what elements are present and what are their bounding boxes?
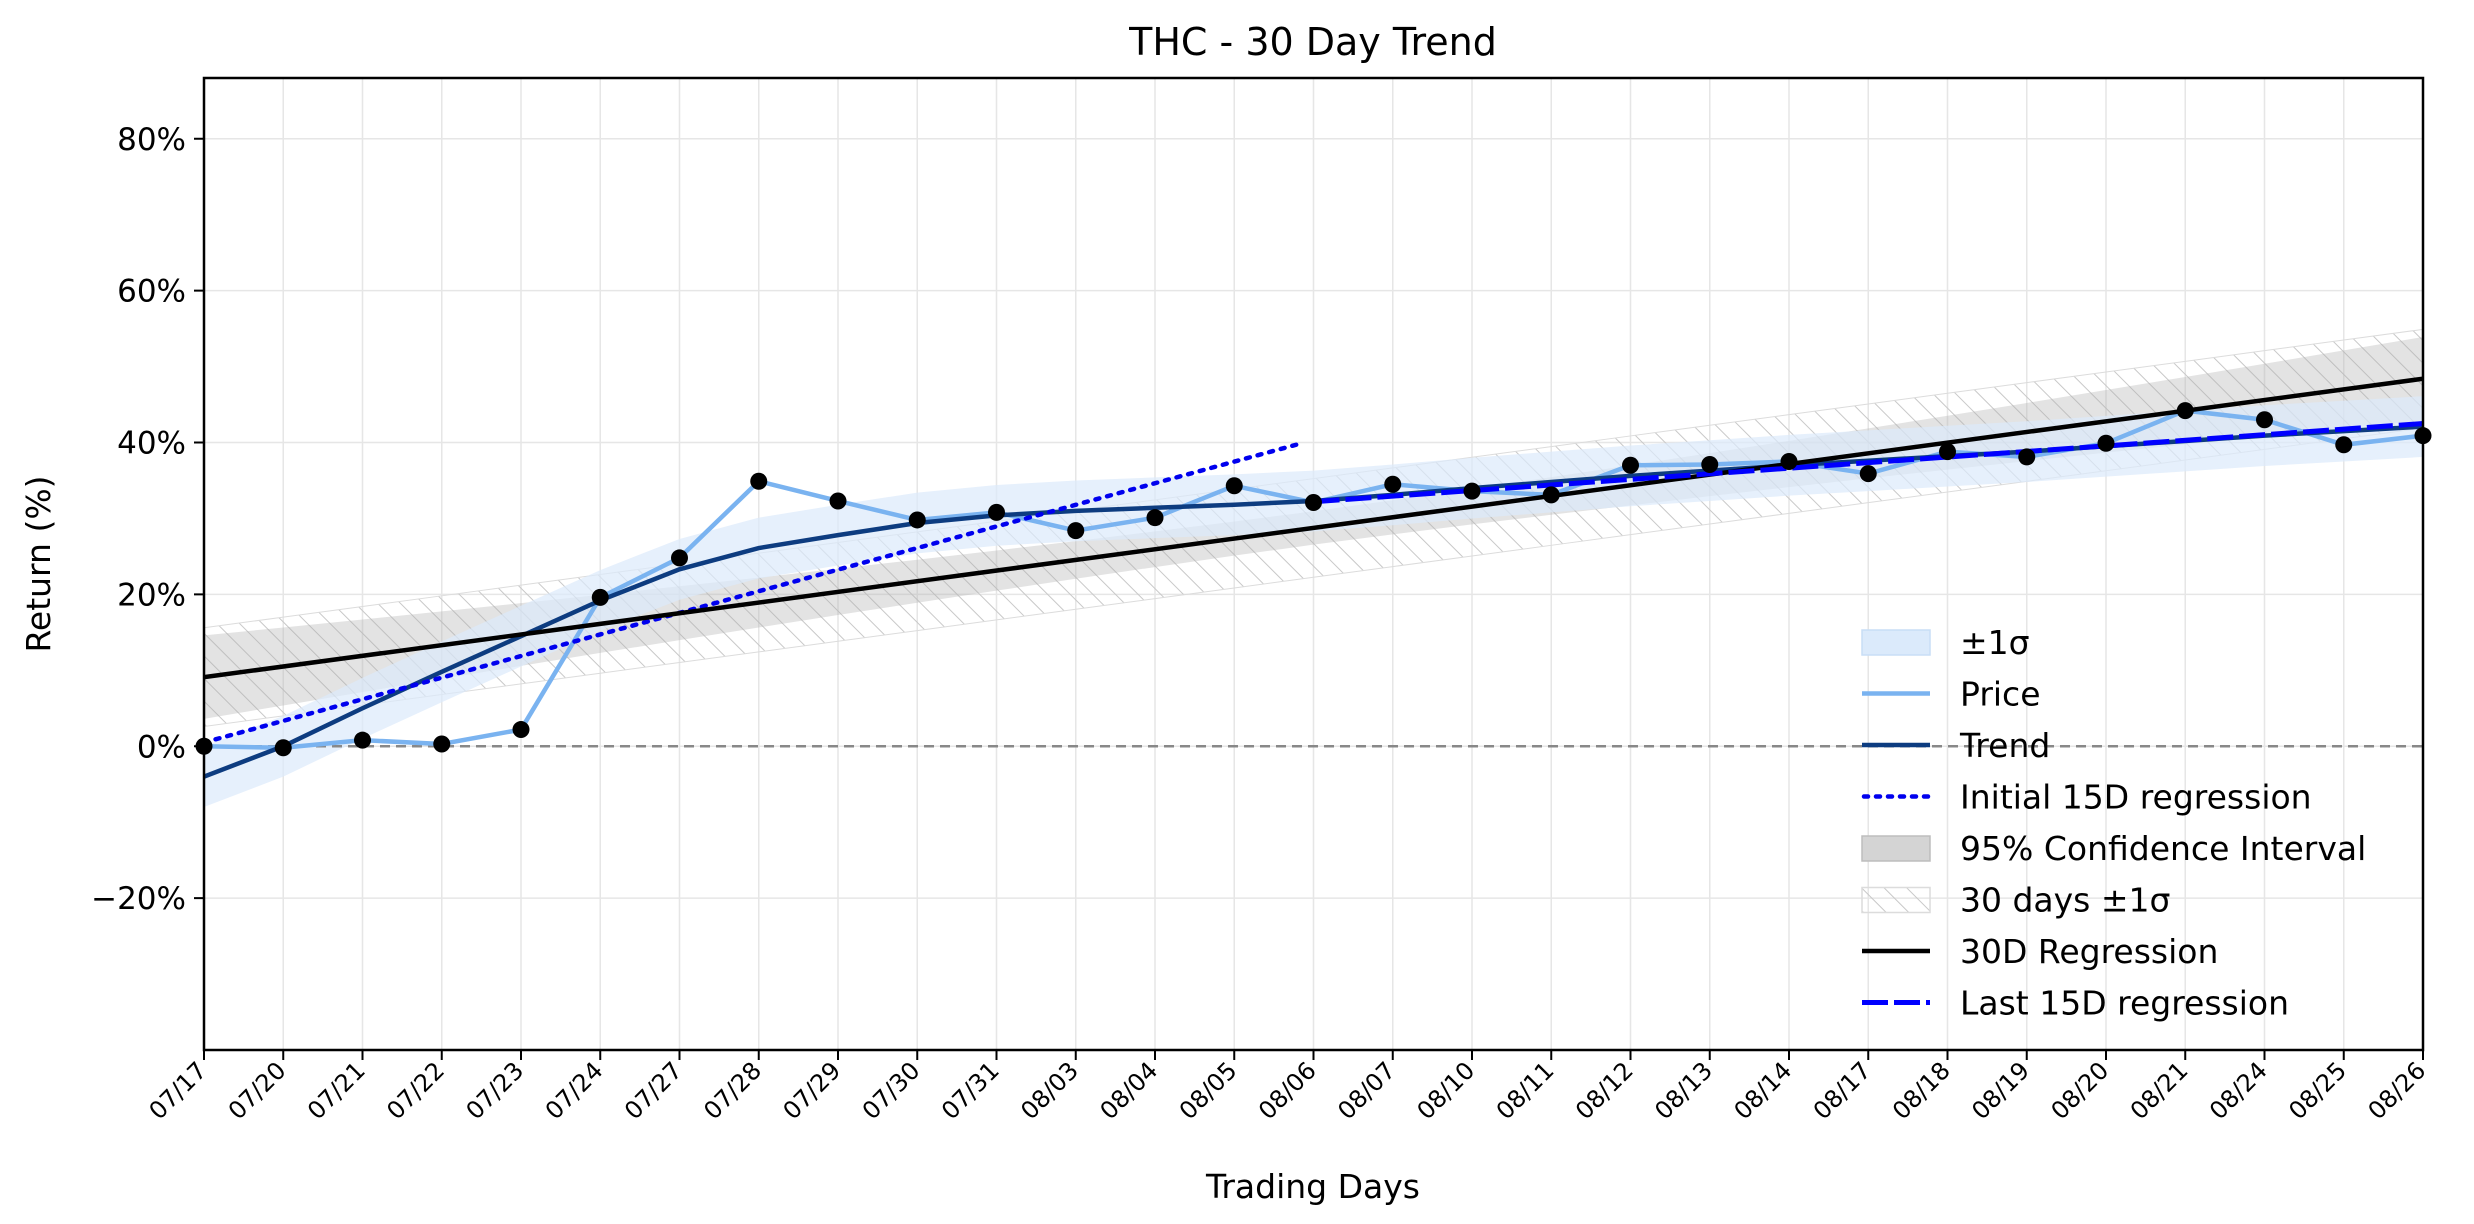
price-point bbox=[2335, 436, 2353, 454]
price-point bbox=[1622, 456, 1639, 474]
x-tick-label: 08/12 bbox=[1570, 1056, 1639, 1125]
legend-label: Initial 15D regression bbox=[1960, 778, 2312, 817]
x-tick-label: 08/25 bbox=[2283, 1056, 2352, 1125]
legend: ±1σ Price Trend Initial 15D regression 95% C… bbox=[1861, 623, 2366, 1023]
price-point bbox=[1859, 465, 1877, 483]
x-tick-label: 08/20 bbox=[2046, 1056, 2115, 1125]
legend-swatch bbox=[1861, 835, 1931, 862]
price-point bbox=[1463, 482, 1481, 500]
price-point bbox=[1939, 443, 1956, 461]
last-15d-regression-line bbox=[1313, 421, 2423, 505]
price-point bbox=[1542, 486, 1560, 504]
legend-label: Trend bbox=[1959, 726, 2050, 765]
x-tick-label: 08/18 bbox=[1887, 1056, 1956, 1125]
legend-swatch bbox=[1861, 629, 1931, 656]
x-tick-label: 08/19 bbox=[1966, 1056, 2035, 1125]
legend-label: ±1σ bbox=[1960, 623, 2030, 662]
price-point bbox=[2097, 434, 2115, 452]
x-tick-label: 07/17 bbox=[144, 1056, 213, 1125]
x-tick-label: 08/06 bbox=[1253, 1056, 1322, 1125]
x-tick-label: 08/05 bbox=[1174, 1056, 1243, 1125]
x-tick-label: 08/13 bbox=[1649, 1056, 1718, 1125]
legend-swatch bbox=[1861, 886, 1931, 914]
price-point bbox=[829, 492, 847, 510]
x-axis-label: Trading Days bbox=[1205, 1167, 1420, 1206]
price-point bbox=[512, 721, 530, 739]
price-point bbox=[2018, 448, 2036, 466]
x-tick-label: 07/22 bbox=[381, 1056, 450, 1125]
y-tick-label: 20% bbox=[117, 577, 186, 613]
legend-label: 30D Regression bbox=[1960, 932, 2218, 971]
chart-title: THC - 30 Day Trend bbox=[1128, 20, 1497, 64]
legend-label: 95% Confidence Interval bbox=[1960, 829, 2366, 868]
y-axis: −20% 0% 20% 40% 60% 80% bbox=[91, 122, 204, 917]
x-tick-label: 07/20 bbox=[223, 1056, 292, 1125]
x-tick-label: 08/17 bbox=[1808, 1056, 1877, 1125]
price-point bbox=[591, 588, 609, 606]
y-tick-label: 60% bbox=[117, 274, 186, 310]
x-tick-label: 07/24 bbox=[540, 1056, 609, 1125]
y-tick-label: 80% bbox=[117, 122, 186, 158]
price-point bbox=[1225, 477, 1243, 495]
x-tick-label: 08/14 bbox=[1729, 1056, 1798, 1125]
x-tick-label: 07/27 bbox=[619, 1056, 688, 1125]
y-tick-label: 0% bbox=[137, 729, 186, 765]
price-point bbox=[750, 472, 768, 490]
price-point bbox=[274, 739, 292, 757]
x-tick-label: 08/24 bbox=[2204, 1056, 2273, 1125]
legend-label: Last 15D regression bbox=[1960, 984, 2289, 1023]
x-tick-label: 07/29 bbox=[778, 1056, 847, 1125]
x-tick-label: 08/21 bbox=[2125, 1056, 2194, 1125]
price-point bbox=[1305, 493, 1322, 511]
x-tick-label: 08/26 bbox=[2363, 1056, 2432, 1125]
legend-label: 30 days ±1σ bbox=[1960, 881, 2170, 920]
x-tick-label: 08/07 bbox=[1332, 1056, 1401, 1125]
price-point bbox=[2176, 402, 2194, 420]
price-point bbox=[1780, 452, 1798, 470]
x-tick-label: 08/10 bbox=[1412, 1056, 1481, 1125]
legend-label: Price bbox=[1960, 675, 2041, 714]
price-point bbox=[354, 731, 371, 749]
regression-30d-line bbox=[204, 376, 2423, 680]
y-axis-label: Return (%) bbox=[19, 475, 58, 652]
x-axis: 07/17 07/20 07/21 07/22 07/23 07/24 07/27 07/28… bbox=[144, 1050, 2432, 1125]
x-tick-label: 08/11 bbox=[1491, 1056, 1560, 1125]
price-point bbox=[2256, 411, 2273, 429]
initial-15d-regression-line bbox=[204, 441, 1304, 745]
x-tick-label: 08/04 bbox=[1095, 1056, 1164, 1125]
x-tick-label: 07/28 bbox=[698, 1056, 767, 1125]
price-point bbox=[1067, 522, 1085, 540]
x-tick-label: 07/23 bbox=[461, 1056, 530, 1125]
price-point bbox=[908, 511, 926, 529]
points-layer bbox=[195, 402, 2432, 757]
x-tick-label: 08/03 bbox=[1015, 1056, 1084, 1125]
price-point bbox=[433, 735, 451, 753]
x-tick-label: 07/31 bbox=[936, 1056, 1005, 1125]
price-point bbox=[1384, 475, 1402, 493]
price-point bbox=[1146, 509, 1164, 527]
y-tick-label: −20% bbox=[91, 881, 186, 917]
y-tick-label: 40% bbox=[117, 426, 186, 462]
price-point bbox=[671, 549, 688, 567]
price-point bbox=[1701, 456, 1719, 474]
x-tick-label: 07/21 bbox=[302, 1056, 371, 1125]
price-point bbox=[988, 503, 1005, 521]
x-tick-label: 07/30 bbox=[857, 1056, 926, 1125]
